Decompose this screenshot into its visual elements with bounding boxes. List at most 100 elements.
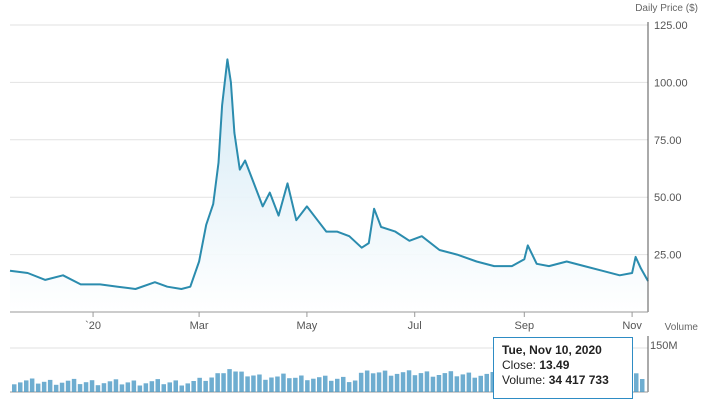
volume-bar — [275, 376, 280, 392]
volume-bar — [18, 382, 23, 392]
volume-bar — [287, 378, 292, 392]
volume-bar — [454, 376, 460, 392]
tooltip-volume: Volume: 34 417 733 — [502, 373, 624, 388]
volume-bar — [364, 370, 370, 392]
volume-bar — [29, 378, 35, 392]
volume-bar — [83, 382, 89, 392]
volume-bar — [131, 380, 137, 392]
tooltip-date: Tue, Nov 10, 2020 — [502, 343, 602, 357]
tooltip-volume-value: 34 417 733 — [548, 373, 609, 387]
series-area — [10, 59, 648, 313]
volume-bar — [382, 370, 388, 392]
price-line — [9, 58, 649, 290]
volume-bar — [263, 379, 268, 392]
volume-bar — [221, 373, 226, 392]
volume-bar — [119, 384, 125, 392]
y-tick-label: 125.00 — [654, 20, 688, 32]
y-axis: 125.00 100.00 75.00 50.00 25.00 — [10, 20, 688, 313]
volume-bar — [370, 373, 376, 392]
tooltip: Tue, Nov 10, 2020 Close: 13.49 Volume: 3… — [493, 337, 633, 399]
tooltip-close-value: 13.49 — [539, 358, 570, 372]
volume-bar — [418, 373, 424, 392]
y-tick-label: 100.00 — [654, 77, 688, 89]
volume-bar — [239, 371, 244, 392]
volume-bar — [257, 374, 262, 392]
volume-bar — [400, 372, 406, 392]
volume-bar — [59, 382, 65, 392]
volume-bar — [323, 375, 328, 392]
volume-bar — [412, 375, 418, 392]
volume-bar — [346, 382, 352, 392]
volume-bar — [197, 377, 202, 392]
volume-bar — [394, 373, 400, 392]
volume-bar — [388, 375, 394, 392]
volume-bar — [203, 380, 208, 392]
volume-bar — [125, 382, 131, 392]
volume-bar — [245, 376, 250, 392]
volume-bar — [191, 381, 196, 392]
y-tick-label: 75.00 — [654, 135, 682, 147]
volume-bar — [251, 375, 256, 392]
x-tick-label: May — [297, 320, 318, 332]
volume-bar — [442, 373, 448, 392]
volume-bar — [424, 371, 430, 392]
tooltip-volume-label: Volume: — [502, 373, 546, 387]
volume-bar — [490, 372, 495, 392]
volume-bar — [89, 380, 95, 392]
volume-bar — [341, 376, 346, 392]
volume-bar — [101, 383, 107, 392]
x-tick-label: Mar — [190, 320, 209, 332]
volume-bar — [77, 384, 83, 392]
volume-bar — [95, 385, 101, 392]
x-tick-label: Sep — [514, 320, 534, 332]
x-axis: `20 Mar May Jul Sep Nov — [85, 312, 642, 332]
volume-bar — [311, 378, 316, 392]
chart-title: Daily Price ($) — [635, 3, 698, 14]
volume-bar — [335, 378, 340, 392]
tooltip-close: Close: 13.49 — [502, 358, 624, 373]
volume-bar — [215, 373, 220, 392]
volume-bar — [281, 373, 286, 392]
volume-bar — [12, 384, 17, 392]
volume-bar — [299, 375, 304, 392]
volume-bar — [167, 382, 172, 392]
volume-bar — [53, 384, 59, 392]
y-tick-label: 50.00 — [654, 192, 682, 204]
volume-label: Volume — [665, 322, 699, 333]
volume-bar — [352, 380, 358, 392]
volume-bar — [185, 383, 190, 392]
volume-bar — [466, 372, 472, 392]
volume-bar — [47, 379, 53, 392]
volume-bar — [209, 377, 214, 392]
volume-bar — [376, 372, 382, 392]
volume-bar — [293, 377, 298, 392]
tooltip-close-label: Close: — [502, 358, 537, 372]
volume-bar — [149, 381, 155, 392]
volume-bar — [179, 385, 184, 392]
x-tick-label: Jul — [408, 320, 422, 332]
volume-bar — [143, 383, 149, 392]
volume-bar — [71, 378, 77, 392]
volume-bar — [460, 374, 466, 392]
volume-bar — [478, 375, 483, 392]
volume-bar — [35, 383, 41, 392]
volume-bar — [41, 381, 47, 392]
volume-bar — [173, 380, 178, 392]
volume-bar — [305, 380, 310, 392]
volume-bar — [65, 380, 71, 392]
volume-bar — [233, 371, 238, 392]
x-tick-label: Nov — [622, 320, 642, 332]
volume-bar — [113, 379, 119, 392]
volume-bar — [161, 384, 166, 392]
series-line — [9, 58, 649, 290]
volume-bar — [317, 377, 322, 392]
volume-bar — [107, 381, 113, 392]
volume-bar — [472, 377, 477, 392]
volume-bar — [634, 373, 639, 392]
volume-bar — [430, 376, 436, 392]
volume-bar — [406, 370, 412, 392]
x-tick-label: `20 — [85, 320, 101, 332]
volume-bar — [436, 375, 442, 392]
